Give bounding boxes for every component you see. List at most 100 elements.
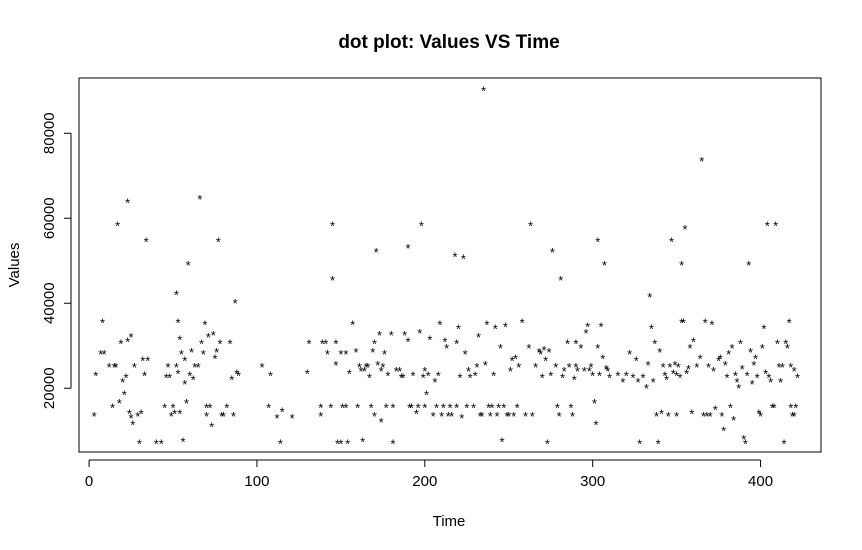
data-point: * (375, 358, 380, 373)
data-point: * (679, 315, 684, 330)
data-point: * (511, 409, 516, 424)
data-point: * (164, 371, 169, 386)
x-axis: 0 100 200 300 400 (85, 459, 773, 490)
data-point: * (414, 407, 419, 422)
data-point: * (558, 273, 563, 288)
data-point: * (790, 409, 795, 424)
y-tick-label: 80000 (41, 112, 58, 154)
data-point: * (374, 245, 379, 260)
data-point: * (743, 436, 748, 451)
data-point: * (735, 375, 740, 390)
data-point: * (343, 347, 348, 362)
data-point: * (382, 347, 387, 362)
data-point: * (204, 400, 209, 415)
data-point: * (637, 436, 642, 451)
data-point: * (746, 258, 751, 273)
data-point: * (102, 347, 107, 362)
data-point: * (397, 364, 402, 379)
data-point: * (421, 371, 426, 386)
data-point: * (323, 337, 328, 352)
data-point: * (491, 368, 496, 383)
x-axis-label: Time (433, 513, 466, 530)
data-point: * (456, 322, 461, 337)
data-point: * (129, 411, 134, 426)
data-point: * (439, 409, 444, 424)
data-point: * (733, 368, 738, 383)
chart-title: dot plot: Values VS Time (338, 32, 559, 53)
data-point: * (318, 409, 323, 424)
data-point: * (154, 436, 159, 451)
data-point: * (444, 341, 449, 356)
data-point: * (515, 400, 520, 415)
data-point: * (347, 366, 352, 381)
data-point: * (704, 409, 709, 424)
data-point: * (530, 409, 535, 424)
data-point: * (130, 417, 135, 432)
data-point: * (726, 347, 731, 362)
data-point: * (411, 368, 416, 383)
data-point: * (125, 195, 130, 210)
data-point: * (209, 419, 214, 434)
data-point: * (657, 345, 662, 360)
data-point: * (174, 360, 179, 375)
data-point: * (761, 322, 766, 337)
data-point: * (199, 337, 204, 352)
data-point: * (709, 317, 714, 332)
data-point: * (736, 381, 741, 396)
data-point: * (135, 409, 140, 424)
data-point: * (496, 400, 501, 415)
data-point: * (647, 290, 652, 305)
data-point: * (427, 332, 432, 347)
data-point: * (118, 337, 123, 352)
data-point: * (667, 360, 672, 375)
data-point: * (202, 317, 207, 332)
data-point: * (416, 400, 421, 415)
data-point: * (780, 360, 785, 375)
data-point: * (540, 371, 545, 386)
data-point: * (338, 436, 343, 451)
data-point: * (568, 400, 573, 415)
data-point: * (98, 347, 103, 362)
data-point: * (466, 364, 471, 379)
data-point: * (436, 368, 441, 383)
data-point: * (343, 400, 348, 415)
data-point: * (426, 368, 431, 383)
data-point: * (112, 360, 117, 375)
data-point: * (340, 400, 345, 415)
data-point: * (229, 373, 234, 388)
data-point: * (364, 360, 369, 375)
data-point: * (773, 218, 778, 233)
data-point: * (590, 368, 595, 383)
data-point: * (777, 360, 782, 375)
data-point: * (217, 337, 222, 352)
data-point: * (434, 400, 439, 415)
data-point: * (587, 364, 592, 379)
data-point: * (189, 345, 194, 360)
data-point: * (770, 400, 775, 415)
data-point: * (358, 364, 363, 379)
data-point: * (474, 360, 479, 375)
data-point: * (424, 388, 429, 403)
data-point: * (478, 409, 483, 424)
data-point: * (573, 360, 578, 375)
data-point: * (442, 334, 447, 349)
data-point: * (674, 409, 679, 424)
data-point: * (528, 218, 533, 233)
data-point: * (182, 354, 187, 369)
data-point: * (113, 360, 118, 375)
data-point: * (402, 328, 407, 343)
data-point: * (437, 317, 442, 332)
data-point: * (570, 409, 575, 424)
data-point: * (662, 368, 667, 383)
data-point: * (417, 326, 422, 341)
data-point: * (432, 375, 437, 390)
data-point: * (597, 368, 602, 383)
data-point: * (649, 322, 654, 337)
data-point: * (634, 354, 639, 369)
data-point: * (681, 315, 686, 330)
data-point: * (318, 400, 323, 415)
data-point: * (674, 368, 679, 383)
data-point: * (350, 317, 355, 332)
data-point: * (384, 400, 389, 415)
data-point: * (500, 434, 505, 449)
